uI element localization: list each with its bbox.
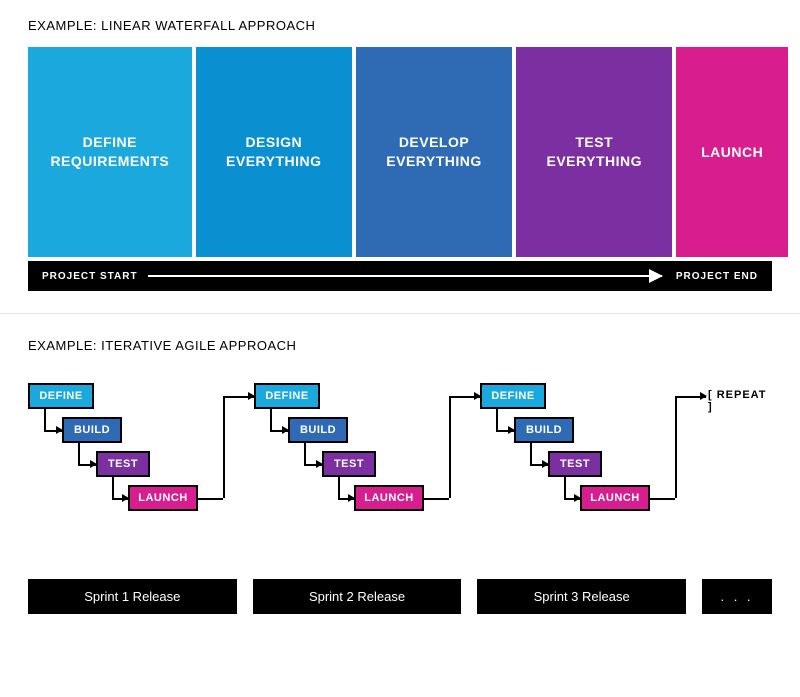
- connector: [564, 477, 566, 498]
- arrow-right-icon: [316, 460, 323, 468]
- connector: [270, 409, 272, 430]
- timeline-bar: PROJECT START PROJECT END: [28, 261, 772, 291]
- connector: [338, 477, 340, 498]
- arrow-right-icon: [700, 392, 707, 400]
- agile-step-define: DEFINE: [254, 383, 320, 409]
- sprints-area: [ REPEAT ] DEFINE BUILD TEST LAUNCH DEFINE BU…: [28, 383, 772, 553]
- waterfall-block: DEFINEREQUIREMENTS: [28, 47, 192, 257]
- agile-step-launch: LAUNCH: [128, 485, 198, 511]
- agile-section: EXAMPLE: ITERATIVE AGILE APPROACH [ REPE…: [0, 314, 800, 614]
- connector: [112, 477, 114, 498]
- repeat-label: [ REPEAT ]: [708, 389, 772, 413]
- waterfall-title: EXAMPLE: LINEAR WATERFALL APPROACH: [28, 18, 772, 33]
- waterfall-block: TESTEVERYTHING: [516, 47, 672, 257]
- connector: [449, 396, 451, 498]
- arrow-right-icon: [508, 426, 515, 434]
- agile-step-build: BUILD: [62, 417, 122, 443]
- waterfall-block: DEVELOPEVERYTHING: [356, 47, 512, 257]
- connector: [650, 498, 675, 500]
- arrow-right-icon: [282, 426, 289, 434]
- agile-step-define: DEFINE: [28, 383, 94, 409]
- arrow-right-icon: [122, 494, 129, 502]
- arrow-right-icon: [542, 460, 549, 468]
- sprint-labels-row: Sprint 1 Release Sprint 2 Release Sprint 3…: [28, 579, 772, 614]
- connector: [198, 498, 223, 500]
- timeline-start-label: PROJECT START: [42, 271, 138, 282]
- connector: [424, 498, 449, 500]
- agile-step-launch: LAUNCH: [580, 485, 650, 511]
- sprint-release-label: Sprint 3 Release: [477, 579, 686, 614]
- arrow-right-icon: [574, 494, 581, 502]
- agile-step-build: BUILD: [288, 417, 348, 443]
- timeline-end-label: PROJECT END: [676, 271, 758, 282]
- connector: [304, 443, 306, 464]
- agile-step-define: DEFINE: [480, 383, 546, 409]
- connector: [496, 409, 498, 430]
- arrow-right-icon: [348, 494, 355, 502]
- connector: [44, 409, 46, 430]
- arrow-right-icon: [90, 460, 97, 468]
- arrow-right-icon: [56, 426, 63, 434]
- connector: [78, 443, 80, 464]
- agile-step-test: TEST: [322, 451, 376, 477]
- connector: [223, 396, 225, 498]
- connector: [675, 396, 677, 498]
- agile-title: EXAMPLE: ITERATIVE AGILE APPROACH: [28, 338, 772, 353]
- connector: [530, 443, 532, 464]
- sprint-release-label: Sprint 1 Release: [28, 579, 237, 614]
- agile-step-build: BUILD: [514, 417, 574, 443]
- sprint-release-label: Sprint 2 Release: [253, 579, 462, 614]
- waterfall-blocks-row: DEFINEREQUIREMENTSDESIGNEVERYTHINGDEVELO…: [28, 47, 772, 257]
- waterfall-block: DESIGNEVERYTHING: [196, 47, 352, 257]
- sprint-release-ellipsis: . . .: [702, 579, 772, 614]
- agile-step-launch: LAUNCH: [354, 485, 424, 511]
- waterfall-section: EXAMPLE: LINEAR WATERFALL APPROACH DEFIN…: [0, 0, 800, 291]
- waterfall-block: LAUNCH: [676, 47, 788, 257]
- agile-step-test: TEST: [548, 451, 602, 477]
- timeline-arrow: [148, 275, 662, 277]
- agile-step-test: TEST: [96, 451, 150, 477]
